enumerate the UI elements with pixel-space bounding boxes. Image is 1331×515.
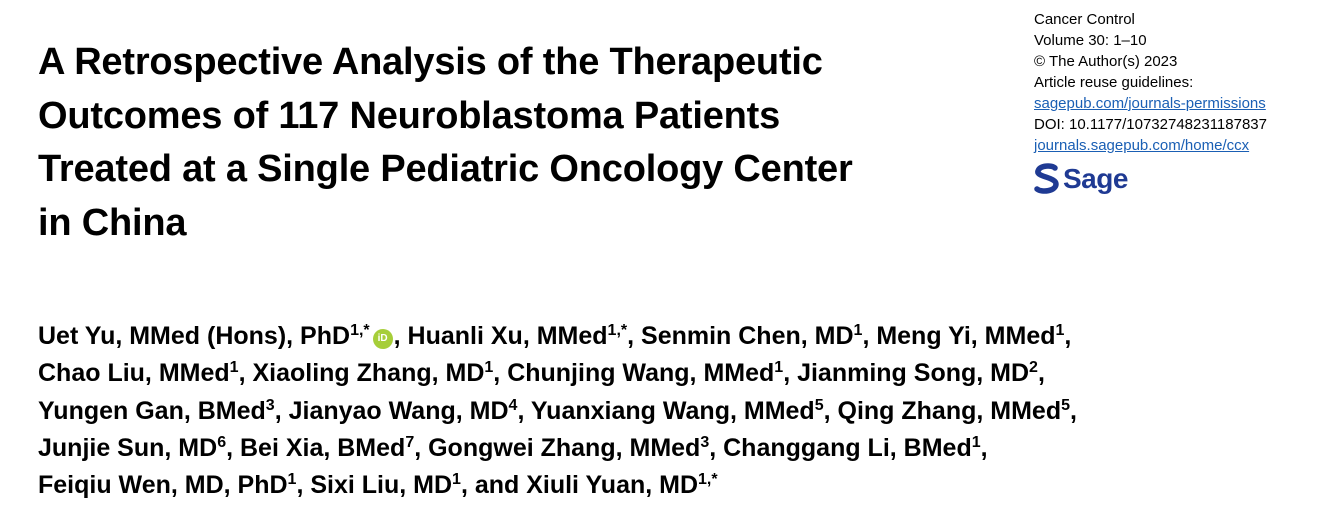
author-name: , Gongwei Zhang, MMed — [414, 433, 701, 462]
separator: , — [980, 433, 988, 462]
journal-homepage-link[interactable]: journals.sagepub.com/home/ccx — [1034, 137, 1250, 154]
reuse-guidelines-label: Article reuse guidelines: — [1034, 74, 1194, 91]
author-name: Uet Yu, MMed (Hons), PhD — [38, 322, 351, 350]
journal-volume: Volume 30: 1–10 — [1034, 32, 1147, 49]
affiliation-superscript: 1,* — [698, 471, 718, 489]
affiliation-superscript: 1 — [229, 359, 239, 377]
orcid-icon[interactable]: iD — [372, 329, 393, 349]
affiliation-superscript: 5 — [1061, 396, 1070, 414]
title-line: in China — [38, 201, 187, 244]
author-name: , Chunjing Wang, MMed — [493, 359, 775, 388]
separator: , — [1037, 359, 1045, 388]
author-name: , Jianyao Wang, MD — [274, 396, 509, 425]
affiliation-superscript: 1 — [774, 359, 784, 377]
author-name: , Changgang Li, BMed — [709, 433, 972, 462]
affiliation-superscript: 7 — [405, 433, 415, 451]
author-list: Uet Yu, MMed (Hons), PhD1,* iD, Huanli Xu… — [38, 318, 1318, 504]
author-name: , and Xiuli Yuan, MD — [460, 471, 699, 500]
separator: , — [1064, 322, 1072, 350]
affiliation-superscript: 1,* — [607, 322, 628, 339]
author-line: Yungen Gan, BMed3, Jianyao Wang, MD4, Yu… — [38, 393, 1318, 430]
article-title: A Retrospective Analysis of the Therapeu… — [38, 36, 1013, 250]
author-name: Yungen Gan, BMed — [38, 396, 266, 425]
affiliation-superscript: 1 — [452, 471, 461, 489]
author-name: , Yuanxiang Wang, MMed — [517, 396, 815, 425]
affiliation-superscript: 1 — [1055, 322, 1065, 339]
affiliation-superscript: 1 — [287, 471, 297, 489]
author-line: Chao Liu, MMed1, Xiaoling Zhang, MD1, Ch… — [38, 355, 1318, 392]
author-name: , Sixi Liu, MD — [296, 471, 453, 500]
author-name: , Xiaoling Zhang, MD — [238, 359, 485, 388]
author-name: Junjie Sun, MD — [38, 433, 218, 462]
permissions-link[interactable]: sagepub.com/journals-permissions — [1034, 95, 1266, 112]
title-line: Outcomes of 117 Neuroblastoma Patients — [38, 94, 781, 137]
author-name: , Meng Yi, MMed — [862, 322, 1056, 350]
journal-meta: Cancer Control Volume 30: 1–10 © The Aut… — [1034, 9, 1324, 156]
author-name: , Bei Xia, BMed — [226, 433, 406, 462]
author-line: Uet Yu, MMed (Hons), PhD1,* iD, Huanli Xu… — [38, 318, 1318, 355]
author-name: Chao Liu, MMed — [38, 359, 230, 388]
title-line: A Retrospective Analysis of the Therapeu… — [38, 41, 823, 83]
author-line: Feiqiu Wen, MD, PhD1, Sixi Liu, MD1, and… — [38, 467, 1318, 504]
affiliation-superscript: 6 — [217, 433, 227, 451]
affiliation-superscript: 1 — [484, 359, 494, 377]
author-name: , Huanli Xu, MMed — [393, 322, 608, 350]
author-name: Feiqiu Wen, MD, PhD — [38, 471, 288, 500]
affiliation-superscript: 2 — [1029, 359, 1038, 377]
affiliation-superscript: 5 — [814, 396, 824, 414]
author-name: , Qing Zhang, MMed — [823, 396, 1062, 425]
sage-logo-text: Sage — [1063, 163, 1128, 194]
affiliation-superscript: 1 — [853, 322, 863, 339]
title-line: Treated at a Single Pediatric Oncology C… — [38, 148, 853, 190]
sage-logo[interactable]: Sage — [1034, 163, 1128, 195]
doi: DOI: 10.1177/10732748231187837 — [1034, 116, 1267, 133]
affiliation-superscript: 1 — [971, 433, 981, 451]
author-line: Junjie Sun, MD6, Bei Xia, BMed7, Gongwei… — [38, 430, 1318, 467]
sage-s-icon — [1034, 163, 1059, 194]
affiliation-superscript: 3 — [265, 396, 275, 414]
affiliation-superscript: 1,* — [350, 322, 370, 339]
author-name: , Jianming Song, MD — [783, 359, 1030, 388]
journal-name: Cancer Control — [1034, 11, 1135, 28]
affiliation-superscript: 3 — [700, 433, 710, 451]
separator: , — [1070, 396, 1077, 425]
copyright-notice: © The Author(s) 2023 — [1034, 53, 1178, 70]
affiliation-superscript: 4 — [508, 396, 518, 414]
author-name: , Senmin Chen, MD — [627, 322, 854, 350]
